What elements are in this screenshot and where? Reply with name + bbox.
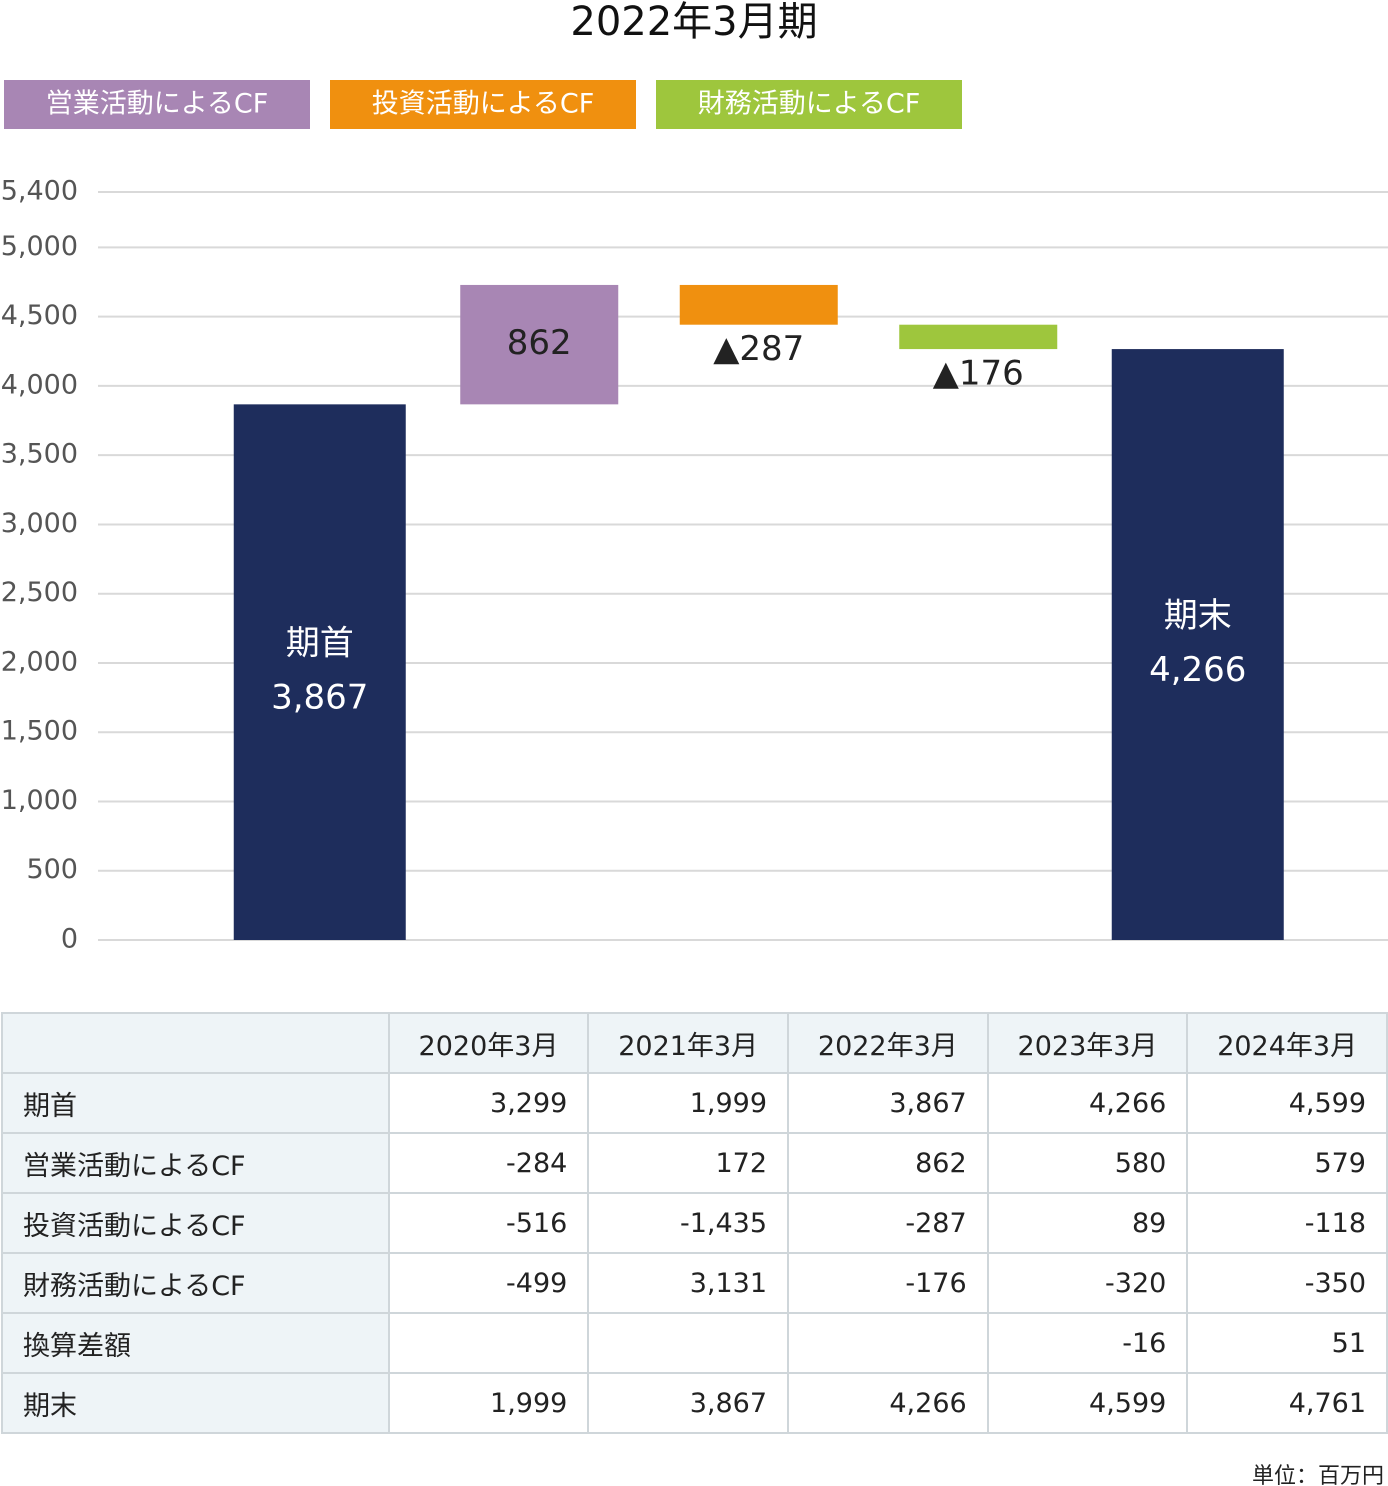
table-cell: 1,999 xyxy=(587,1072,790,1134)
table-cell: 4,266 xyxy=(986,1072,1189,1134)
y-tick-label: 4,500 xyxy=(1,300,78,331)
table-cell: -16 xyxy=(986,1312,1189,1374)
value-label: 4,266 xyxy=(1149,650,1246,690)
y-tick-label: 0 xyxy=(61,924,78,955)
header-cell: 2023年3月 xyxy=(986,1012,1189,1074)
table-cell: 1,999 xyxy=(387,1372,590,1434)
table-cell: -118 xyxy=(1186,1192,1388,1254)
header-cell: 2021年3月 xyxy=(587,1012,790,1074)
table-cell: 4,599 xyxy=(1186,1072,1388,1134)
table-cell: 89 xyxy=(986,1192,1189,1254)
row-label: 期首 xyxy=(1,1072,390,1134)
row-label: 営業活動によるCF xyxy=(1,1132,390,1194)
legend-swatch xyxy=(4,80,310,129)
table-row: 投資活動によるCF -516 -1,435 -287 89 -118 xyxy=(1,1192,1388,1254)
table-cell: 172 xyxy=(587,1132,790,1194)
data-table: 2020年3月 2021年3月 2022年3月 2023年3月 2024年3月 期首 3,2… xyxy=(1,1012,1388,1434)
row-label: 投資活動によるCF xyxy=(1,1192,390,1254)
row-label: 財務活動によるCF xyxy=(1,1252,390,1314)
table-cell: -516 xyxy=(387,1192,590,1254)
legend-swatch xyxy=(656,80,962,129)
legend-label: 営業活動によるCF xyxy=(46,89,269,120)
table-cell: -176 xyxy=(787,1252,989,1314)
y-tick-label: 2,500 xyxy=(1,577,78,608)
y-tick-label: 3,500 xyxy=(1,439,78,470)
row-label: 期末 xyxy=(1,1372,390,1434)
value-label: ▲287 xyxy=(713,329,804,369)
table-cell: 3,867 xyxy=(787,1072,989,1134)
value-label: ▲176 xyxy=(933,354,1024,394)
value-label: 862 xyxy=(507,323,572,363)
table-cell xyxy=(787,1312,989,1374)
table-row: 営業活動によるCF -284 172 862 580 579 xyxy=(1,1132,1388,1194)
row-label: 換算差額 xyxy=(1,1312,390,1374)
bar xyxy=(1111,349,1284,941)
table-cell xyxy=(587,1312,790,1374)
y-tick-label: 1,500 xyxy=(1,716,78,747)
table-cell: 862 xyxy=(787,1132,989,1194)
table-cell: 51 xyxy=(1186,1312,1388,1374)
table-cell: -499 xyxy=(387,1252,590,1314)
header-row: 2020年3月 2021年3月 2022年3月 2023年3月 2024年3月 xyxy=(1,1012,1388,1074)
y-tick-label: 5,000 xyxy=(1,231,78,262)
bar xyxy=(460,284,619,405)
legend-label: 投資活動によるCF xyxy=(372,89,595,120)
table-cell: 4,266 xyxy=(787,1372,989,1434)
chart: 2022年3月期 営業活動によるCF 投資活動によるCF 財務活動によるCF 0 500… xyxy=(1,0,1388,955)
table-row: 換算差額 -16 51 xyxy=(1,1312,1388,1374)
table-cell: 3,131 xyxy=(587,1252,790,1314)
legend-label: 財務活動によるCF xyxy=(698,89,921,120)
table-cell: -350 xyxy=(1186,1252,1388,1314)
bar-category-label: 期末 xyxy=(1164,596,1232,636)
table-cell: 4,599 xyxy=(986,1372,1189,1434)
bar-category-label: 期首 xyxy=(286,624,354,664)
y-tick-label: 3,000 xyxy=(1,508,78,539)
table-row: 財務活動によるCF -499 3,131 -176 -320 -350 xyxy=(1,1252,1388,1314)
table-cell: -320 xyxy=(986,1252,1189,1314)
header-cell: 2020年3月 xyxy=(387,1012,590,1074)
y-tick-label: 1,000 xyxy=(1,785,78,816)
table-cell: 579 xyxy=(1186,1132,1388,1194)
legend-swatch xyxy=(330,80,636,129)
bar xyxy=(233,404,406,940)
value-label: 3,867 xyxy=(271,678,368,718)
bar xyxy=(679,284,838,325)
chart-title: 2022年3月期 xyxy=(570,0,817,45)
table-cell: 3,299 xyxy=(387,1072,590,1134)
table-row: 期末 1,999 3,867 4,266 4,599 4,761 xyxy=(1,1372,1388,1434)
table-cell: 580 xyxy=(986,1132,1189,1194)
header-cell xyxy=(1,1012,390,1074)
y-tick-label: 500 xyxy=(26,854,78,885)
table-cell: -284 xyxy=(387,1132,590,1194)
unit-note: 単位：百万円 xyxy=(1251,1464,1384,1486)
y-tick-label: 2,000 xyxy=(1,646,78,677)
y-tick-label: 5,400 xyxy=(1,176,78,207)
table-cell: 3,867 xyxy=(587,1372,790,1434)
y-tick-label: 4,000 xyxy=(1,369,78,400)
table-row: 期首 3,299 1,999 3,867 4,266 4,599 xyxy=(1,1072,1388,1134)
table-cell: -287 xyxy=(787,1192,989,1254)
table-cell xyxy=(387,1312,590,1374)
header-cell: 2022年3月 xyxy=(787,1012,989,1074)
table-cell: 4,761 xyxy=(1186,1372,1388,1434)
header-cell: 2024年3月 xyxy=(1186,1012,1388,1074)
bar xyxy=(899,324,1058,350)
table-cell: -1,435 xyxy=(587,1192,790,1254)
